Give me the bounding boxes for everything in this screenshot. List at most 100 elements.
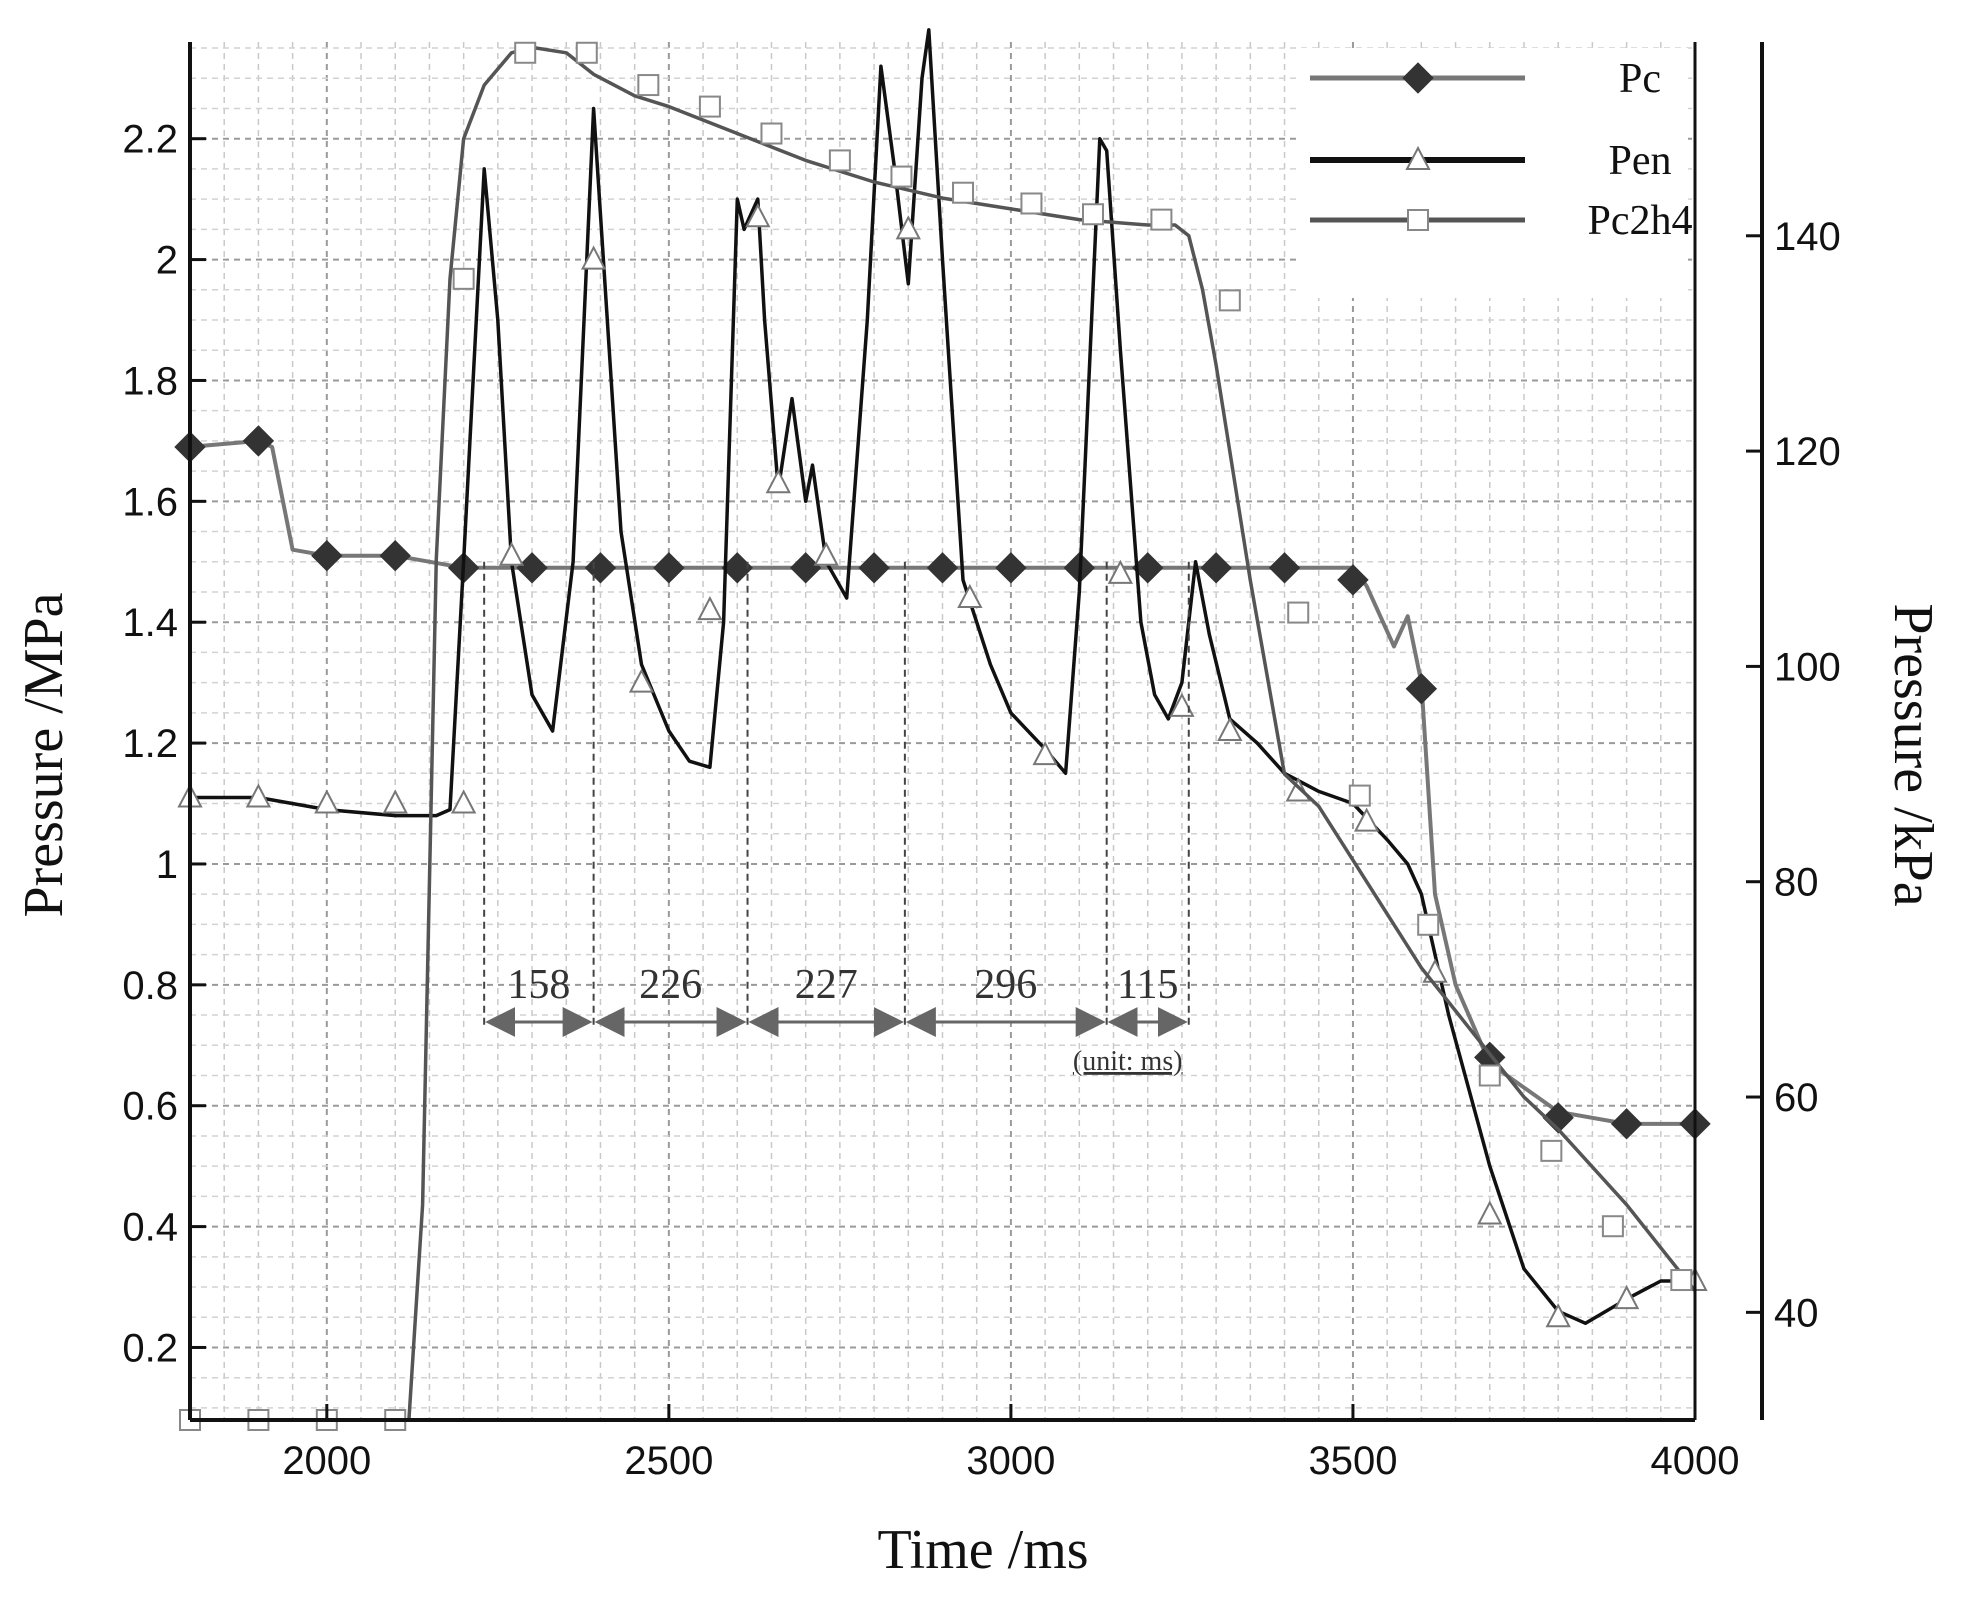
pc-marker: [1200, 552, 1232, 584]
pen-marker: [1032, 741, 1058, 766]
pc-marker: [242, 425, 275, 457]
interval-label: 115: [1117, 962, 1178, 1008]
x-tick-label: 3000: [966, 1439, 1055, 1483]
y-right-tick-label: 100: [1774, 645, 1841, 689]
series-group: [174, 28, 1711, 1431]
y-axis-right-title: Pressure /kPa: [1882, 603, 1944, 906]
y-left-tick-label: 1.2: [122, 722, 178, 766]
pc2h4-marker: [828, 149, 851, 172]
series-pc: [174, 425, 1711, 1140]
grid: [189, 42, 1696, 1420]
pc2h4-marker: [952, 181, 975, 204]
pen-marker: [580, 245, 607, 270]
y-right-tick-label: 40: [1774, 1291, 1819, 1335]
legend-marker-pc: [1402, 62, 1434, 94]
interval-label: 296: [974, 962, 1037, 1008]
pc2h4-marker: [1670, 1269, 1693, 1292]
pc2h4-marker: [1478, 1064, 1501, 1087]
interval-label: 158: [507, 962, 570, 1008]
pen-marker: [1353, 807, 1380, 832]
pen-marker: [1217, 716, 1243, 741]
x-tick-label: 2500: [624, 1439, 713, 1483]
y-left-tick-label: 1: [156, 843, 178, 887]
legend-marker-pen: [1405, 145, 1431, 170]
pc-marker: [379, 540, 411, 572]
y-right-tick-label: 120: [1774, 430, 1841, 474]
y-left-tick-label: 0.6: [122, 1085, 178, 1129]
pc2h4-marker: [514, 41, 537, 64]
pen-marker: [1613, 1284, 1640, 1310]
pc-marker: [926, 552, 959, 584]
pc2h4-marker: [1020, 192, 1043, 215]
y-left-tick-label: 1.8: [122, 359, 178, 403]
pc2h4-marker: [1082, 203, 1104, 226]
pen-line: [190, 28, 1695, 1326]
pen-marker: [1169, 692, 1195, 717]
pc2h4-marker: [698, 95, 721, 118]
pc-marker: [995, 552, 1027, 584]
y-right-tick-label: 60: [1774, 1076, 1819, 1120]
pen-marker: [895, 215, 921, 240]
y-left-tick-label: 0.8: [122, 964, 178, 1008]
pc-marker: [1337, 564, 1369, 596]
y-axis-left-title: Pressure /MPa: [13, 592, 75, 917]
pen-marker: [450, 789, 477, 814]
y-left-tick-label: 1.6: [122, 480, 178, 524]
pc2h4-marker: [1601, 1215, 1624, 1238]
pc2h4-marker: [1417, 913, 1440, 936]
y-left-tick-label: 1.4: [122, 601, 178, 645]
legend-label-pen: Pen: [1609, 138, 1672, 184]
x-tick-label: 3500: [1308, 1439, 1397, 1483]
pc2h4-marker: [890, 165, 913, 188]
pc-marker: [858, 552, 890, 584]
y-right-tick-label: 140: [1774, 215, 1841, 259]
pen-marker: [957, 583, 983, 609]
pc2h4-marker: [575, 41, 598, 64]
pen-marker: [314, 789, 340, 814]
x-tick-label: 2000: [282, 1439, 371, 1483]
pc2h4-marker: [760, 122, 783, 145]
pc2h4-marker: [637, 74, 660, 97]
pen-marker: [697, 595, 723, 621]
y-right-tick-label: 80: [1774, 861, 1819, 905]
series-pc2h4: [179, 41, 1697, 1431]
series-pen: [177, 28, 1708, 1328]
legend-label-pc: Pc: [1619, 56, 1661, 102]
pen-marker: [813, 541, 839, 566]
interval-label: 227: [795, 962, 858, 1008]
pen-marker: [745, 203, 771, 228]
x-axis-title: Time /ms: [877, 1519, 1088, 1581]
pc2h4-marker: [1348, 784, 1371, 807]
pen-marker: [1107, 559, 1134, 584]
pc-marker: [1405, 672, 1438, 705]
legend-label-pc2h4: Pc2h4: [1588, 198, 1693, 244]
pc2h4-marker: [1150, 208, 1173, 231]
pen-marker: [1545, 1303, 1571, 1328]
interval-unit-note: (unit: ms): [1073, 1046, 1183, 1077]
legend-box: [1300, 48, 1688, 298]
pc-marker: [1268, 552, 1301, 584]
legend: Pc Pen Pc2h4: [1300, 48, 1693, 298]
y-left-tick-label: 2.2: [122, 118, 178, 162]
pen-marker: [382, 789, 408, 814]
y-left-tick-label: 0.2: [122, 1326, 178, 1370]
y-left-tick-label: 2: [156, 239, 178, 283]
axes: 0.2 0.4 0.6 0.8 1 1.2 1.4 1.6 1.8 2 2.2 40 60 80 100 12…: [122, 42, 1841, 1483]
pen-marker: [628, 668, 655, 693]
pc-marker: [311, 540, 343, 572]
x-tick-label: 4000: [1651, 1439, 1740, 1483]
pc-marker: [653, 552, 685, 584]
y-left-tick-label: 0.4: [122, 1206, 178, 1250]
legend-marker-pc2h4: [1407, 209, 1429, 231]
pen-marker: [498, 541, 525, 566]
pc2h4-marker: [1540, 1139, 1563, 1162]
pc2h4-marker: [452, 267, 475, 290]
pen-marker: [765, 469, 791, 494]
interval-label: 226: [639, 962, 702, 1008]
pen-marker: [245, 783, 272, 808]
pc2h4-marker: [1218, 289, 1241, 312]
pc-marker: [1610, 1108, 1643, 1140]
pc-marker: [1542, 1102, 1574, 1134]
pc2h4-line: [190, 45, 1697, 1422]
